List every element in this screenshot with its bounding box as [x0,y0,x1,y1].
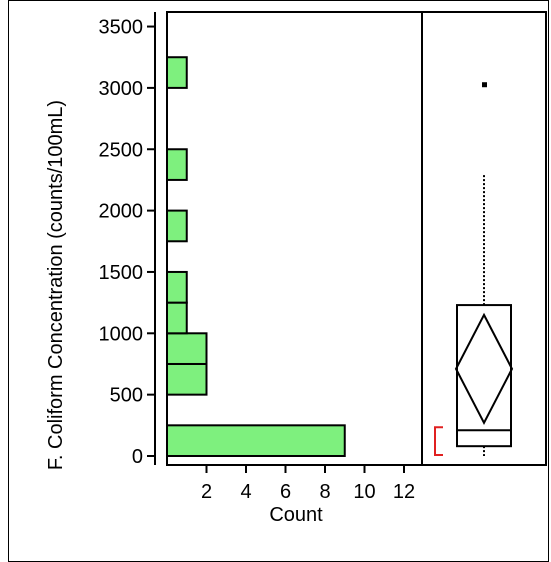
histogram-bar [166,148,188,181]
interquartile-box [456,304,512,448]
x-tick-label: 10 [353,481,375,503]
y-axis-label: F. Coliform Concentration (counts/100mL) [45,100,67,470]
y-tick-label: 1500 [99,262,144,284]
histogram-bar [166,362,208,396]
histogram-panel [166,11,423,466]
box-plot [434,82,514,456]
x-tick-label: 12 [393,481,415,503]
histogram-bar [166,301,188,335]
histogram-bar [166,209,188,243]
x-tick-label: 6 [280,481,291,503]
histogram-bar [166,332,208,365]
outlier-point [482,82,487,88]
y-tick-label: 2500 [99,139,144,161]
x-axis: 2 4 6 8 10 12 [167,464,422,503]
y-tick-label: 3500 [99,17,144,39]
boxplot-panel [421,11,547,466]
x-tick-label: 4 [240,481,251,503]
histogram-bars [166,56,346,458]
mean-diamond [454,312,514,426]
x-axis-label: Count [269,504,323,526]
y-tick-label: 500 [110,385,143,407]
outer-frame [8,0,549,562]
x-tick-label: 2 [201,481,212,503]
histogram-bar [166,56,188,89]
shortest-half-bracket [434,426,443,456]
y-tick-label: 2000 [99,201,144,223]
histogram-bar [166,270,188,304]
histogram-bar [166,424,346,458]
y-tick-label: 3000 [99,78,144,100]
y-tick-label: 1000 [99,323,144,345]
y-axis: 0 500 1000 1500 2000 2500 3000 3500 [99,12,156,468]
y-tick-label: 0 [132,446,143,468]
x-tick-label: 8 [319,481,330,503]
